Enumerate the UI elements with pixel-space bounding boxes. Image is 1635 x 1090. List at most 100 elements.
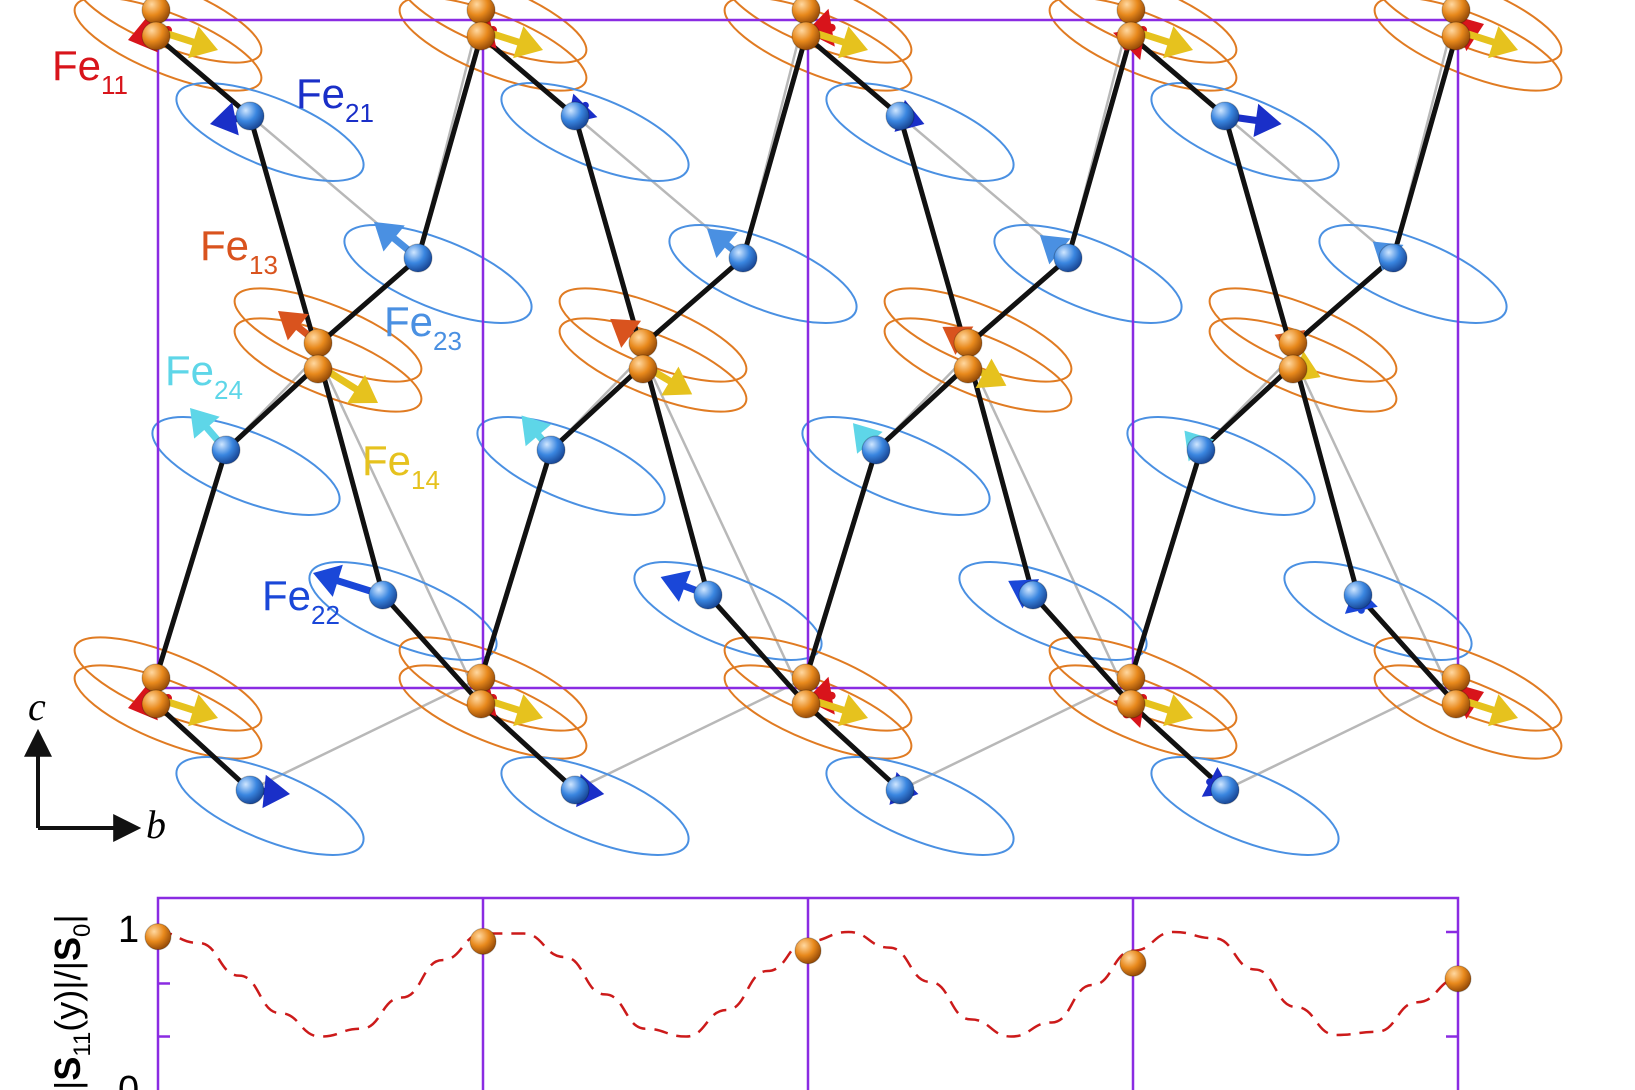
strong-bond-g-1 [640,255,746,348]
strong-bond-c-1 [640,352,711,598]
fe1-atom-upper-4-top [1441,0,1471,25]
fe1-atom-lower-2-top [791,21,821,51]
fe1-atom-lower-0-bottom [141,689,171,719]
fe14-corner-arrow-3-top-head [1163,26,1193,59]
strong-bond-b-3 [1222,113,1296,358]
strong-bond-b-1 [572,113,646,358]
fe14-corner-arrow-0-top-head [188,26,218,59]
fe22-arrow-1-head [660,570,691,602]
fe23-atom-3 [1378,243,1408,273]
fe14-ring-3 [1208,317,1398,413]
fe1-ring-b-1-bottom [398,664,588,760]
ytick-label-1: 1 [118,909,139,951]
fe21b-ring-2 [825,756,1015,856]
fe14-corner-arrow-2-bottom [814,694,868,727]
fe14-corner-arrow-4-bottom-head [1488,694,1518,727]
fe24-atom-3 [1186,435,1216,465]
strong-bond-h-2 [1065,33,1134,261]
fe14-arrow-2-head [975,358,1007,389]
fe1-atom-upper-1-bottom [466,663,496,693]
fe22-ring-3 [1283,561,1473,661]
atoms-layer [141,0,1471,805]
fe13-atom-3 [1278,328,1308,358]
strong-bond-h-1 [740,33,809,261]
fe24-arrow-2-head [852,423,883,454]
fe22-ring-0 [308,561,498,661]
fe14-corner-arrow-1-top [489,26,543,59]
strong-bond-d-3 [1355,592,1459,707]
label-fe14: Fe14 [362,437,440,495]
chart-marker-0 [144,923,172,951]
fe23-atom-0 [403,243,433,273]
strong-bond-d-1 [705,592,809,707]
fe23-ring-0 [343,224,533,324]
fe21-ring-3 [1150,82,1340,182]
fe22-atom-3 [1343,580,1373,610]
fe14-corner-arrow-1-bottom [489,694,543,727]
fe1-atom-upper-2-top [791,0,821,25]
fe13-atom-1 [628,328,658,358]
strong-bonds-layer [153,33,1459,793]
fe21-arrow-0-head [210,102,239,136]
axis-triad: c b [24,684,166,847]
fe14-corner-arrow-4-bottom [1464,694,1518,727]
strong-bond-f-2 [873,362,971,453]
chart-marker-4 [1444,965,1472,993]
fe21-atom-1 [560,101,590,131]
strong-bond-b-2 [897,113,971,358]
fe24-arrow-0-head [190,408,220,439]
strong-bond-i-3 [1128,701,1228,793]
y-axis-label: |S11(y)|/|S0| [47,914,96,1090]
fe1-atom-lower-1-top [466,21,496,51]
fe1-atom-lower-0-top [141,21,171,51]
fe22-ring-2 [958,561,1148,661]
fe14-arrow-0-head [347,374,378,404]
fe24-arrow-1-head [521,415,552,447]
fe23-arrow-1-head [706,228,738,258]
chart-cell-dividers [481,898,1135,1090]
fe14-corner-arrow-4-top-head [1488,26,1518,59]
fe1-atom-upper-0-bottom [141,663,171,693]
fe13-arrow-1-head [610,318,642,348]
fe21b-ring-3 [1150,756,1340,856]
fe14-corner-arrow-3-bottom-head [1163,694,1193,727]
label-fe21: Fe21 [296,70,374,128]
weak-bond-d-2 [966,353,1133,706]
fe1-atom-upper-2-bottom [791,663,821,693]
fe14-corner-arrow-4-top [1464,26,1518,59]
fe21b-atom-3 [1210,775,1240,805]
strong-bond-a-3 [1128,33,1228,119]
fe14-corner-arrow-1-bottom-shaft [489,698,522,714]
strong-bond-a-2 [803,33,903,119]
fe14-corner-arrow-2-bottom-head [838,694,868,727]
strong-bond-a-0 [153,33,253,119]
fe1-atom-upper-0-top [141,0,171,25]
fe14-corner-arrow-2-top-head [838,26,868,59]
strong-bond-e-0 [153,447,229,681]
strong-bond-c-0 [315,352,386,598]
fe23-arrow-2-head [1039,234,1071,265]
fe22-ring-1 [633,561,823,661]
fe1-atom-upper-4-bottom [1441,663,1471,693]
strong-bond-h-3 [1390,33,1459,261]
strong-bond-a-1 [478,33,578,119]
fe23-ring-2 [993,224,1183,324]
fe14-atom-3 [1278,354,1308,384]
fe1-atom-lower-2-bottom [791,689,821,719]
strong-bond-g-2 [965,255,1071,348]
fe24-ring-3 [1126,416,1316,516]
strong-bond-g-3 [1290,255,1396,348]
fe14-atom-0 [303,354,333,384]
fe1-atom-upper-3-bottom [1116,663,1146,693]
fe21-atom-2 [885,101,915,131]
fe1-ring-b-3-bottom [1048,664,1238,760]
weak-bond-d-0 [316,353,483,706]
fe24-atom-0 [211,435,241,465]
fe14-corner-arrow-3-bottom [1139,694,1193,727]
strong-bond-e-3 [1128,447,1204,681]
fe1-atom-upper-1-top [466,0,496,25]
strong-bond-f-1 [548,362,646,453]
c-axis-label: c [28,684,46,729]
strong-bond-d-0 [380,592,484,707]
